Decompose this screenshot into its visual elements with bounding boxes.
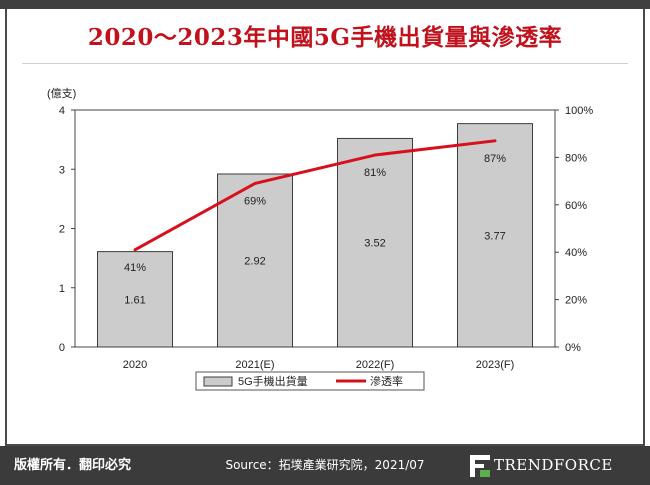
source-text: Source：拓墣產業研究院，2021/07 [225,458,425,472]
y-tick-label: 0 [59,342,65,354]
y2-tick-label: 20% [565,295,587,307]
legend-label-bar: 5G手機出貨量 [238,374,308,388]
penetration-polyline [133,139,497,252]
line-value-label: 81% [364,167,386,179]
brand-name: TRENDFORCE [494,456,613,474]
line-value-label: 69% [244,195,266,207]
axes: 0 1 2 3 4 (億支) 0% 20% 40% 60% 80% 100% 2020 2021(E) 20… [47,87,593,371]
y-tick-label: 4 [59,105,65,117]
y-tick-label: 1 [59,283,65,295]
line-value-label: 41% [124,262,146,274]
footer-bar: 版權所有．翻印必究 Source：拓墣產業研究院，2021/07 TRENDFO… [0,446,650,485]
bar [457,123,533,348]
x-tick-label: 2021(E) [235,359,274,371]
legend-swatch-bar [203,376,233,387]
x-tick-label: 2023(F) [476,359,515,371]
y-tick-label: 2 [59,224,65,236]
y2-tick-label: 80% [565,152,587,164]
x-tick-label: 2022(F) [356,359,395,371]
top-bar [0,0,650,9]
copyright-text: 版權所有．翻印必究 [14,458,132,473]
y-axis-label: (億支) [47,87,76,100]
title-divider [22,63,628,64]
legend-box [195,371,425,391]
bar-value-label: 2.92 [244,255,265,267]
bar [217,173,293,348]
y2-tick-label: 40% [565,247,587,259]
bar-value-label: 3.52 [364,238,385,250]
legend-label-line: 滲透率 [370,374,403,388]
legend: 5G手機出貨量 滲透率 [195,371,425,391]
trendforce-logo-icon [470,455,490,477]
y2-tick-label: 100% [565,105,593,117]
bars [97,123,533,348]
bar-value-label: 1.61 [124,294,145,306]
penetration-line [133,139,497,252]
x-tick-label: 2020 [123,359,147,371]
y2-tick-label: 0% [565,342,581,354]
bar-value-label: 3.77 [484,230,505,242]
bar [97,251,173,348]
chart-title: 2020～2023年中國5G手機出貨量與滲透率 [87,24,563,51]
bar [337,137,413,348]
y-tick-label: 3 [59,164,65,176]
line-value-label: 87% [484,153,506,165]
data-labels: 1.61 2.92 3.52 3.77 41% 69% 81% 87% [124,153,506,306]
y2-tick-label: 60% [565,200,587,212]
